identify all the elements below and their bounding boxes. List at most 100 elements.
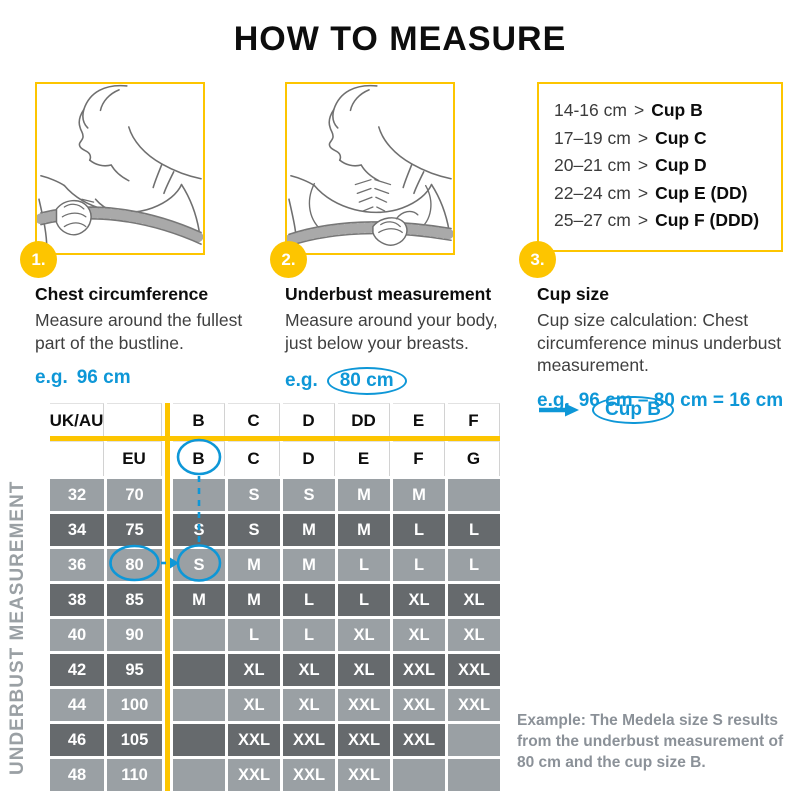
- size-cell: XXL: [338, 689, 390, 721]
- size-cell: XXL: [448, 689, 500, 721]
- size-cell: XL: [338, 619, 390, 651]
- chart-header-cell: E: [338, 441, 390, 476]
- chart-header-cell: G: [448, 441, 500, 476]
- row-ukau-label: 38: [50, 584, 104, 616]
- step-1-heading: Chest circumference: [35, 284, 209, 304]
- size-cell: S: [283, 479, 335, 511]
- cup-range-row: 14-16 cm > Cup B: [554, 97, 781, 125]
- underbust-measurement-axis-label: UNDERBUST MEASUREMENT: [7, 480, 28, 776]
- row-eu-label: 70: [107, 479, 162, 511]
- cup-range-row: 17–19 cm > Cup C: [554, 125, 781, 153]
- size-cell: L: [448, 549, 500, 581]
- chart-header-cell: D: [283, 441, 335, 476]
- size-cell: XXL: [393, 654, 445, 686]
- size-cell: L: [393, 514, 445, 546]
- cup-range-row: 20–21 cm > Cup D: [554, 152, 781, 180]
- size-cell: L: [338, 549, 390, 581]
- chart-header-cell: C: [228, 441, 280, 476]
- size-cell: XL: [338, 654, 390, 686]
- circled-cup-result: Cup B: [592, 396, 674, 424]
- cup-size-guide-box: 14-16 cm > Cup B 17–19 cm > Cup C 20–21 cm > Cup…: [537, 82, 783, 252]
- row-ukau-label: 46: [50, 724, 104, 756]
- underbust-measure-illustration: [287, 84, 453, 249]
- size-cell: M: [228, 584, 280, 616]
- size-cell: L: [283, 584, 335, 616]
- cup-range-text: >: [633, 100, 645, 120]
- chest-example-value: 96 cm: [76, 367, 131, 388]
- step-3-text: Cup size Cup size calculation: Chest cir…: [537, 284, 789, 412]
- chart-header-cell: DD: [338, 403, 390, 438]
- size-cell: M: [338, 514, 390, 546]
- size-cell: M: [338, 479, 390, 511]
- size-cell: XXL: [448, 654, 500, 686]
- size-cell: M: [283, 549, 335, 581]
- cup-range-text: 17–19 cm: [554, 127, 631, 148]
- example-prefix: e.g.: [35, 367, 68, 388]
- size-cell: L: [448, 514, 500, 546]
- size-cell: [448, 759, 500, 791]
- size-cell: M: [228, 549, 280, 581]
- size-cell: [393, 759, 445, 791]
- right-arrow-icon: [539, 403, 579, 417]
- size-cell: XXL: [228, 759, 280, 791]
- row-ukau-label: 34: [50, 514, 104, 546]
- step-1-example: e.g. 96 cm: [35, 367, 277, 389]
- cup-result: Cup B: [537, 396, 674, 424]
- chart-header-cell: [107, 403, 162, 438]
- step-3-badge: 3.: [519, 241, 556, 278]
- step-1-text: Chest circumference Measure around the f…: [35, 284, 277, 389]
- step-3-heading: Cup size: [537, 284, 609, 304]
- row-eu-label: 75: [107, 514, 162, 546]
- page-title: HOW TO MEASURE: [233, 20, 567, 58]
- chart-header-cell: B: [173, 403, 225, 438]
- row-eu-label: 105: [107, 724, 162, 756]
- row-ukau-label: 44: [50, 689, 104, 721]
- cup-range-text: Cup D: [655, 155, 707, 175]
- size-cell: XL: [228, 654, 280, 686]
- row-eu-label: 95: [107, 654, 162, 686]
- chart-header-cell: F: [448, 403, 500, 438]
- size-cell: [173, 724, 225, 756]
- cup-range-text: >: [637, 210, 649, 230]
- size-chart-table: UK/AU B C D DD E F EU B C D E F G 32 70 S S M M 34 75 S S M M L L 36…: [50, 403, 500, 791]
- size-cell: XL: [283, 654, 335, 686]
- size-cell: [173, 619, 225, 651]
- chart-header-cell: F: [393, 441, 445, 476]
- size-cell: L: [283, 619, 335, 651]
- example-prefix: e.g.: [285, 370, 318, 391]
- cup-range-text: Cup E (DD): [655, 182, 748, 203]
- cup-range-text: 20–21 cm: [554, 155, 631, 175]
- size-cell: XXL: [338, 724, 390, 756]
- size-cell: [173, 654, 225, 686]
- row-ukau-label: 42: [50, 654, 104, 686]
- size-cell: XL: [448, 584, 500, 616]
- underbust-illustration-box: [285, 82, 455, 255]
- chart-header-cell: [50, 441, 104, 476]
- size-cell: XL: [448, 619, 500, 651]
- size-cell: L: [228, 619, 280, 651]
- step-2-body: Measure around your body, just below you…: [285, 310, 498, 353]
- size-cell: [448, 479, 500, 511]
- example-note: Example: The Medela size S results from …: [517, 712, 784, 771]
- size-cell: [173, 689, 225, 721]
- row-eu-label: 90: [107, 619, 162, 651]
- step-1-body: Measure around the fullest part of the b…: [35, 310, 243, 353]
- size-cell: XXL: [393, 689, 445, 721]
- size-cell: M: [283, 514, 335, 546]
- circled-underbust-value: 80 cm: [326, 367, 407, 395]
- cup-range-text: >: [637, 155, 649, 175]
- cup-range-row: 22–24 cm > Cup E (DD): [554, 180, 781, 208]
- chart-header-cell: UK/AU: [50, 403, 104, 438]
- size-cell: [173, 479, 225, 511]
- size-cell: XL: [393, 619, 445, 651]
- size-cell: XXL: [283, 759, 335, 791]
- row-eu-label: 80: [107, 549, 162, 581]
- size-cell: XL: [393, 584, 445, 616]
- cup-range-text: 14-16 cm: [554, 100, 627, 120]
- row-eu-label: 100: [107, 689, 162, 721]
- size-cell: XXL: [338, 759, 390, 791]
- chart-header-cell: C: [228, 403, 280, 438]
- example-prefix: e.g.: [537, 389, 570, 411]
- size-cell: S: [173, 549, 225, 581]
